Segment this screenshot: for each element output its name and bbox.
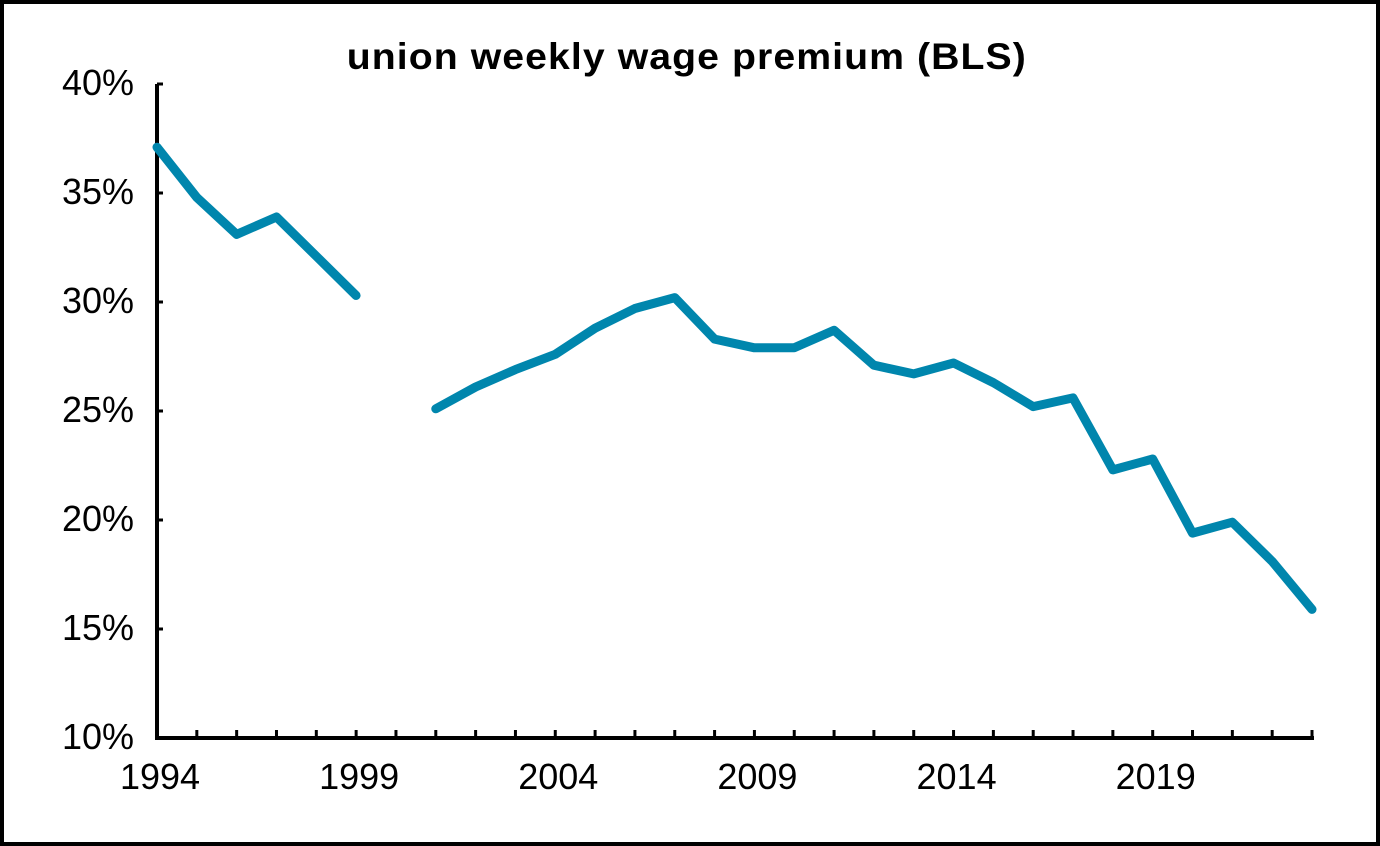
y-axis: 10% 15% 20% 25% 30% 35% 40%: [62, 62, 163, 757]
x-tick-label: 2004: [518, 756, 598, 797]
x-axis: 1994 1999 2004 2009 2014 2019: [120, 730, 1314, 797]
x-tick-label: 2014: [917, 756, 997, 797]
x-tick-label: 2019: [1116, 756, 1196, 797]
x-tick-label: 1999: [319, 756, 399, 797]
series-line: [431, 293, 1317, 614]
y-tick-label: 40%: [62, 62, 134, 103]
y-tick-label: 10%: [62, 716, 134, 757]
x-tick-label: 1994: [120, 756, 200, 797]
data-series: [152, 142, 1317, 614]
y-tick-label: 35%: [62, 171, 134, 212]
chart-title: union weekly wage premium (BLS): [0, 36, 1380, 78]
y-tick-label: 15%: [62, 607, 134, 648]
chart-title-text: union weekly wage premium (BLS): [346, 36, 1027, 77]
x-tick-label: 2009: [717, 756, 797, 797]
series-line: [152, 142, 361, 300]
y-tick-label: 20%: [62, 498, 134, 539]
y-tick-label: 30%: [62, 280, 134, 321]
y-tick-label: 25%: [62, 389, 134, 430]
